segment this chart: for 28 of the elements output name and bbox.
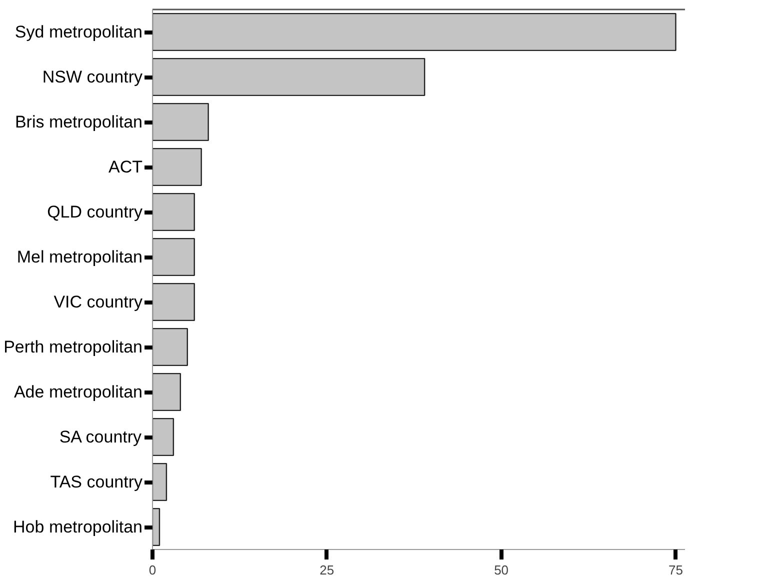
y-tick-label: NSW country [42,68,143,86]
y-tick-label: TAS country [50,472,143,492]
bar [152,12,676,52]
bar [152,58,426,96]
bar [152,462,168,502]
x-tick-label: 50 [494,562,509,578]
x-tick-label: 0 [148,562,156,578]
y-tick-label: SA country [59,428,142,446]
y-tick-label: Mel metropolitan [16,248,143,266]
bar [152,418,174,456]
bar [152,148,202,186]
x-tick-label: 75 [668,562,683,578]
bar [152,192,195,232]
y-tick-label: Perth metropolitan [4,338,142,356]
bar [152,282,195,322]
bar [152,508,160,546]
y-tick-label: VIC country [54,292,143,312]
y-tick-label: Bris metropolitan [14,112,143,132]
bar [152,328,188,366]
y-tick-label: Syd metropolitan [14,22,143,42]
bar [152,238,195,276]
y-tick-label: QLD country [47,202,143,222]
x-tick-label: 25 [320,562,334,578]
bar [152,102,209,142]
y-tick-label: ACT [108,158,142,176]
y-tick-label: Ade metropolitan [14,382,143,402]
y-tick-label: Hob metropolitan [13,518,143,536]
bar [152,372,182,412]
